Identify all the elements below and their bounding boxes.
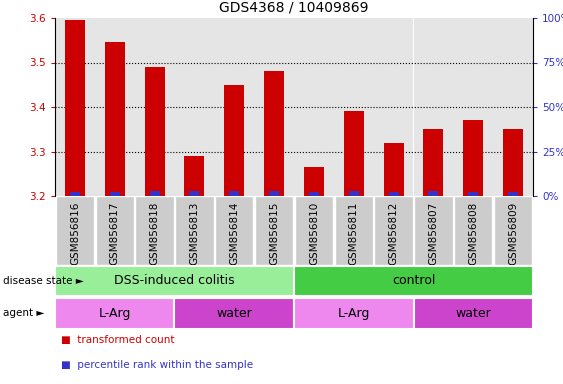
Bar — [493, 18, 533, 196]
Bar — [334, 18, 374, 196]
Bar — [185, 156, 204, 196]
Bar — [334, 18, 374, 196]
Text: ■  percentile rank within the sample: ■ percentile rank within the sample — [61, 360, 253, 370]
Bar — [508, 192, 518, 196]
Text: L-Arg: L-Arg — [99, 307, 131, 320]
Bar — [304, 167, 324, 196]
Text: GSM856810: GSM856810 — [309, 202, 319, 265]
FancyBboxPatch shape — [454, 196, 493, 265]
Bar — [348, 191, 359, 196]
Bar — [135, 18, 175, 196]
Text: GSM856807: GSM856807 — [428, 202, 439, 265]
FancyBboxPatch shape — [175, 196, 213, 265]
Bar — [229, 191, 239, 196]
Bar — [55, 18, 95, 196]
Bar — [55, 18, 95, 196]
FancyBboxPatch shape — [255, 196, 293, 265]
Bar — [224, 85, 244, 196]
Text: control: control — [392, 275, 435, 288]
FancyBboxPatch shape — [413, 298, 533, 329]
FancyBboxPatch shape — [294, 266, 533, 296]
Text: GSM856813: GSM856813 — [189, 202, 199, 265]
Bar — [150, 191, 159, 196]
Bar — [374, 18, 413, 196]
Bar — [388, 192, 399, 196]
Text: GSM856811: GSM856811 — [348, 202, 359, 265]
Bar — [145, 67, 164, 196]
Text: GSM856818: GSM856818 — [150, 202, 159, 265]
Text: water: water — [216, 307, 252, 320]
FancyBboxPatch shape — [55, 266, 294, 296]
Bar — [105, 43, 125, 196]
FancyBboxPatch shape — [56, 196, 94, 265]
FancyBboxPatch shape — [414, 196, 453, 265]
Bar — [468, 192, 478, 196]
Bar — [65, 20, 85, 196]
Bar — [453, 18, 493, 196]
FancyBboxPatch shape — [55, 298, 175, 329]
Text: agent ►: agent ► — [3, 308, 44, 318]
Text: GSM856816: GSM856816 — [70, 202, 80, 265]
Bar — [413, 18, 453, 196]
Text: GSM856814: GSM856814 — [229, 202, 239, 265]
Bar — [175, 18, 215, 196]
FancyBboxPatch shape — [334, 196, 373, 265]
Bar — [383, 142, 404, 196]
Bar — [254, 18, 294, 196]
Bar — [110, 192, 120, 196]
Bar — [95, 18, 135, 196]
FancyBboxPatch shape — [494, 196, 532, 265]
Bar — [135, 18, 175, 196]
FancyBboxPatch shape — [215, 196, 253, 265]
Bar — [309, 192, 319, 196]
Text: water: water — [455, 307, 491, 320]
Bar — [215, 18, 254, 196]
Text: GSM856817: GSM856817 — [110, 202, 120, 265]
Text: GSM856812: GSM856812 — [388, 202, 399, 265]
Text: disease state ►: disease state ► — [3, 276, 83, 286]
FancyBboxPatch shape — [374, 196, 413, 265]
Bar — [254, 18, 294, 196]
Bar — [463, 120, 483, 196]
Bar — [423, 129, 444, 196]
Bar — [413, 18, 453, 196]
Title: GDS4368 / 10409869: GDS4368 / 10409869 — [219, 0, 369, 14]
Bar — [189, 191, 199, 196]
Text: DSS-induced colitis: DSS-induced colitis — [114, 275, 235, 288]
FancyBboxPatch shape — [96, 196, 134, 265]
FancyBboxPatch shape — [175, 298, 294, 329]
Bar — [70, 192, 80, 196]
Text: GSM856809: GSM856809 — [508, 202, 518, 265]
Text: ■  transformed count: ■ transformed count — [61, 335, 174, 345]
Text: GSM856815: GSM856815 — [269, 202, 279, 265]
Bar — [269, 191, 279, 196]
Bar — [294, 18, 334, 196]
FancyBboxPatch shape — [136, 196, 174, 265]
Bar — [428, 191, 439, 196]
Text: L-Arg: L-Arg — [338, 307, 370, 320]
Bar — [344, 111, 364, 196]
FancyBboxPatch shape — [294, 298, 413, 329]
Bar — [95, 18, 135, 196]
Bar — [453, 18, 493, 196]
Bar — [374, 18, 413, 196]
Bar — [503, 129, 523, 196]
Bar — [493, 18, 533, 196]
Bar — [264, 71, 284, 196]
Bar — [175, 18, 215, 196]
FancyBboxPatch shape — [295, 196, 333, 265]
Bar — [215, 18, 254, 196]
Text: GSM856808: GSM856808 — [468, 202, 478, 265]
Bar — [294, 18, 334, 196]
